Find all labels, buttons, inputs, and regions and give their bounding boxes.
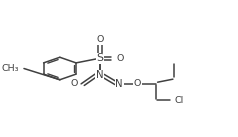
Text: N: N xyxy=(96,70,104,80)
Text: CH₃: CH₃ xyxy=(2,64,19,73)
Text: O: O xyxy=(96,35,104,44)
Text: S: S xyxy=(96,53,103,63)
Text: O: O xyxy=(70,79,78,88)
Text: O: O xyxy=(116,54,124,63)
Text: Cl: Cl xyxy=(174,95,184,105)
Text: N: N xyxy=(115,79,123,89)
Text: O: O xyxy=(134,79,141,88)
